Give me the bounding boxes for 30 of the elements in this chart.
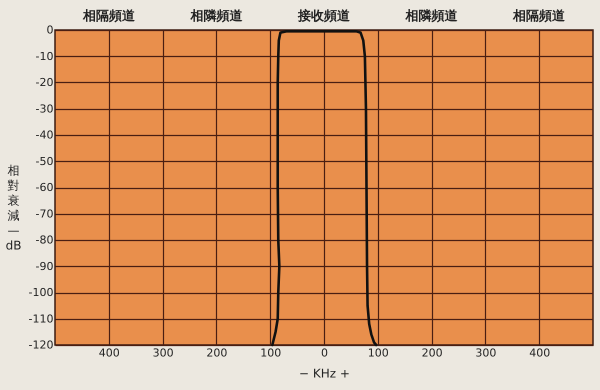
- text: 相隣頻道: [189, 9, 244, 24]
- x-tick-label: 400: [529, 346, 550, 360]
- x-tick-label: 0: [321, 346, 328, 360]
- x-axis-title: − KHz +: [299, 366, 350, 380]
- text: 相隔頻道: [512, 9, 566, 24]
- text: 相隣頻道: [404, 9, 459, 24]
- y-tick-label: -100: [28, 286, 54, 299]
- text: 相隔頻道: [82, 9, 136, 24]
- y-tick-label: -120: [28, 338, 54, 352]
- y-tick-label: -40: [36, 128, 54, 142]
- y-axis-title: 相對衰減—dB: [6, 164, 22, 252]
- y-tick-label: -110: [28, 312, 54, 326]
- line-series: [271, 30, 378, 346]
- y-tick-label: -50: [36, 154, 54, 168]
- x-tick-label: 400: [98, 346, 120, 360]
- x-tick-label: 200: [422, 346, 443, 360]
- y-tick-label: -30: [36, 102, 54, 116]
- x-tick-label: 300: [152, 346, 174, 360]
- y-tick-label: 0: [46, 24, 54, 36]
- text: 接收頻道: [297, 8, 351, 24]
- y-tick-label: -80: [36, 234, 54, 246]
- y-tick-label: -20: [36, 76, 54, 89]
- x-tick-label: 100: [368, 346, 389, 360]
- x-tick-label: 100: [260, 346, 282, 360]
- y-tick-label: -10: [36, 50, 54, 63]
- y-tick-label: -90: [36, 260, 54, 273]
- x-tick-label: 300: [475, 346, 496, 360]
- y-tick-label: -70: [36, 207, 54, 220]
- x-tick-label: 200: [206, 346, 228, 360]
- y-tick-label: -60: [36, 181, 54, 194]
